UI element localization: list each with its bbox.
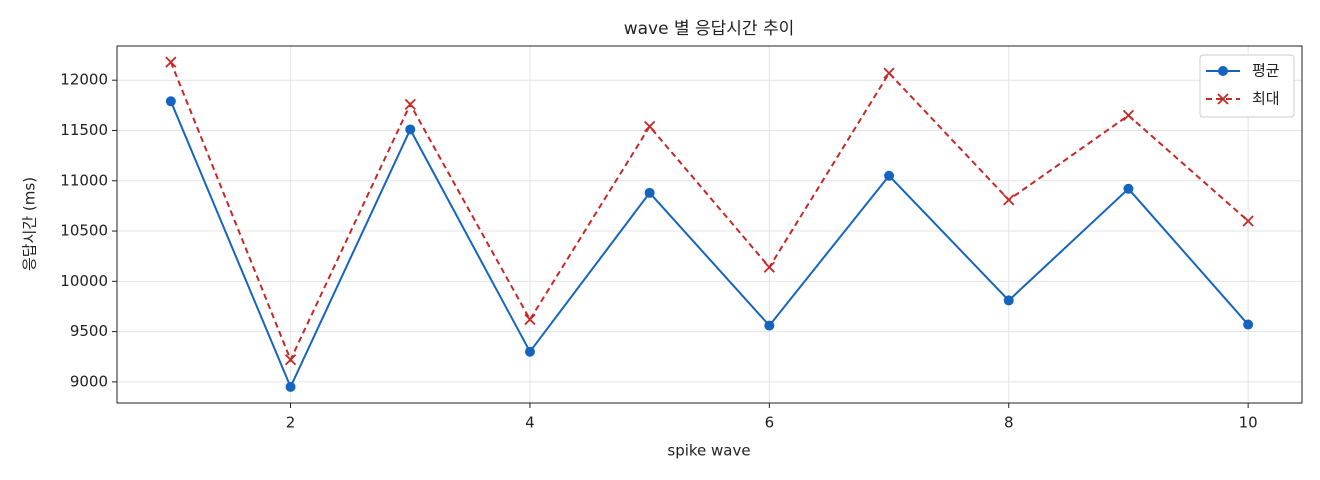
marker [524, 346, 535, 357]
marker [1003, 194, 1015, 206]
marker [285, 381, 296, 392]
y-tick-label: 9500 [70, 322, 108, 340]
marker [1243, 319, 1254, 330]
legend-label: 평균 [1252, 62, 1280, 80]
legend-marker [1218, 66, 1228, 76]
marker [884, 170, 895, 181]
marker [644, 120, 656, 133]
marker [284, 354, 297, 366]
legend-marker [1217, 93, 1229, 105]
legend-label: 최대 [1252, 90, 1280, 108]
marker [404, 98, 416, 110]
legend-box [1199, 54, 1295, 118]
marker [165, 56, 177, 68]
x-tick-label: 4 [525, 414, 535, 432]
y-tick-label: 10500 [60, 222, 108, 240]
marker [524, 313, 536, 326]
marker [644, 187, 655, 198]
y-tick-label: 9000 [70, 372, 108, 390]
x-axis-label: spike wave [667, 442, 750, 460]
marker [1123, 183, 1134, 194]
y-tick-label: 11500 [60, 121, 108, 139]
y-tick-label: 10000 [60, 272, 108, 290]
x-tick-label: 6 [765, 414, 775, 432]
marker [1122, 109, 1135, 122]
y-tick-label: 11000 [60, 171, 108, 189]
x-tick-label: 10 [1239, 414, 1258, 432]
y-axis-label: 응답시간 (ms) [21, 177, 39, 271]
plot-frame [116, 45, 1303, 404]
marker [1242, 215, 1254, 227]
marker [764, 320, 775, 331]
series-line [169, 61, 1249, 363]
marker [763, 261, 775, 273]
series-line [169, 100, 1249, 390]
marker [1003, 295, 1014, 306]
y-tick-label: 12000 [60, 71, 108, 89]
x-tick-label: 8 [1004, 414, 1014, 432]
marker [405, 124, 416, 135]
marker [165, 96, 176, 107]
marker [883, 67, 895, 79]
x-tick-label: 2 [286, 414, 296, 432]
chart-title: wave 별 응답시간 추이 [624, 19, 795, 39]
